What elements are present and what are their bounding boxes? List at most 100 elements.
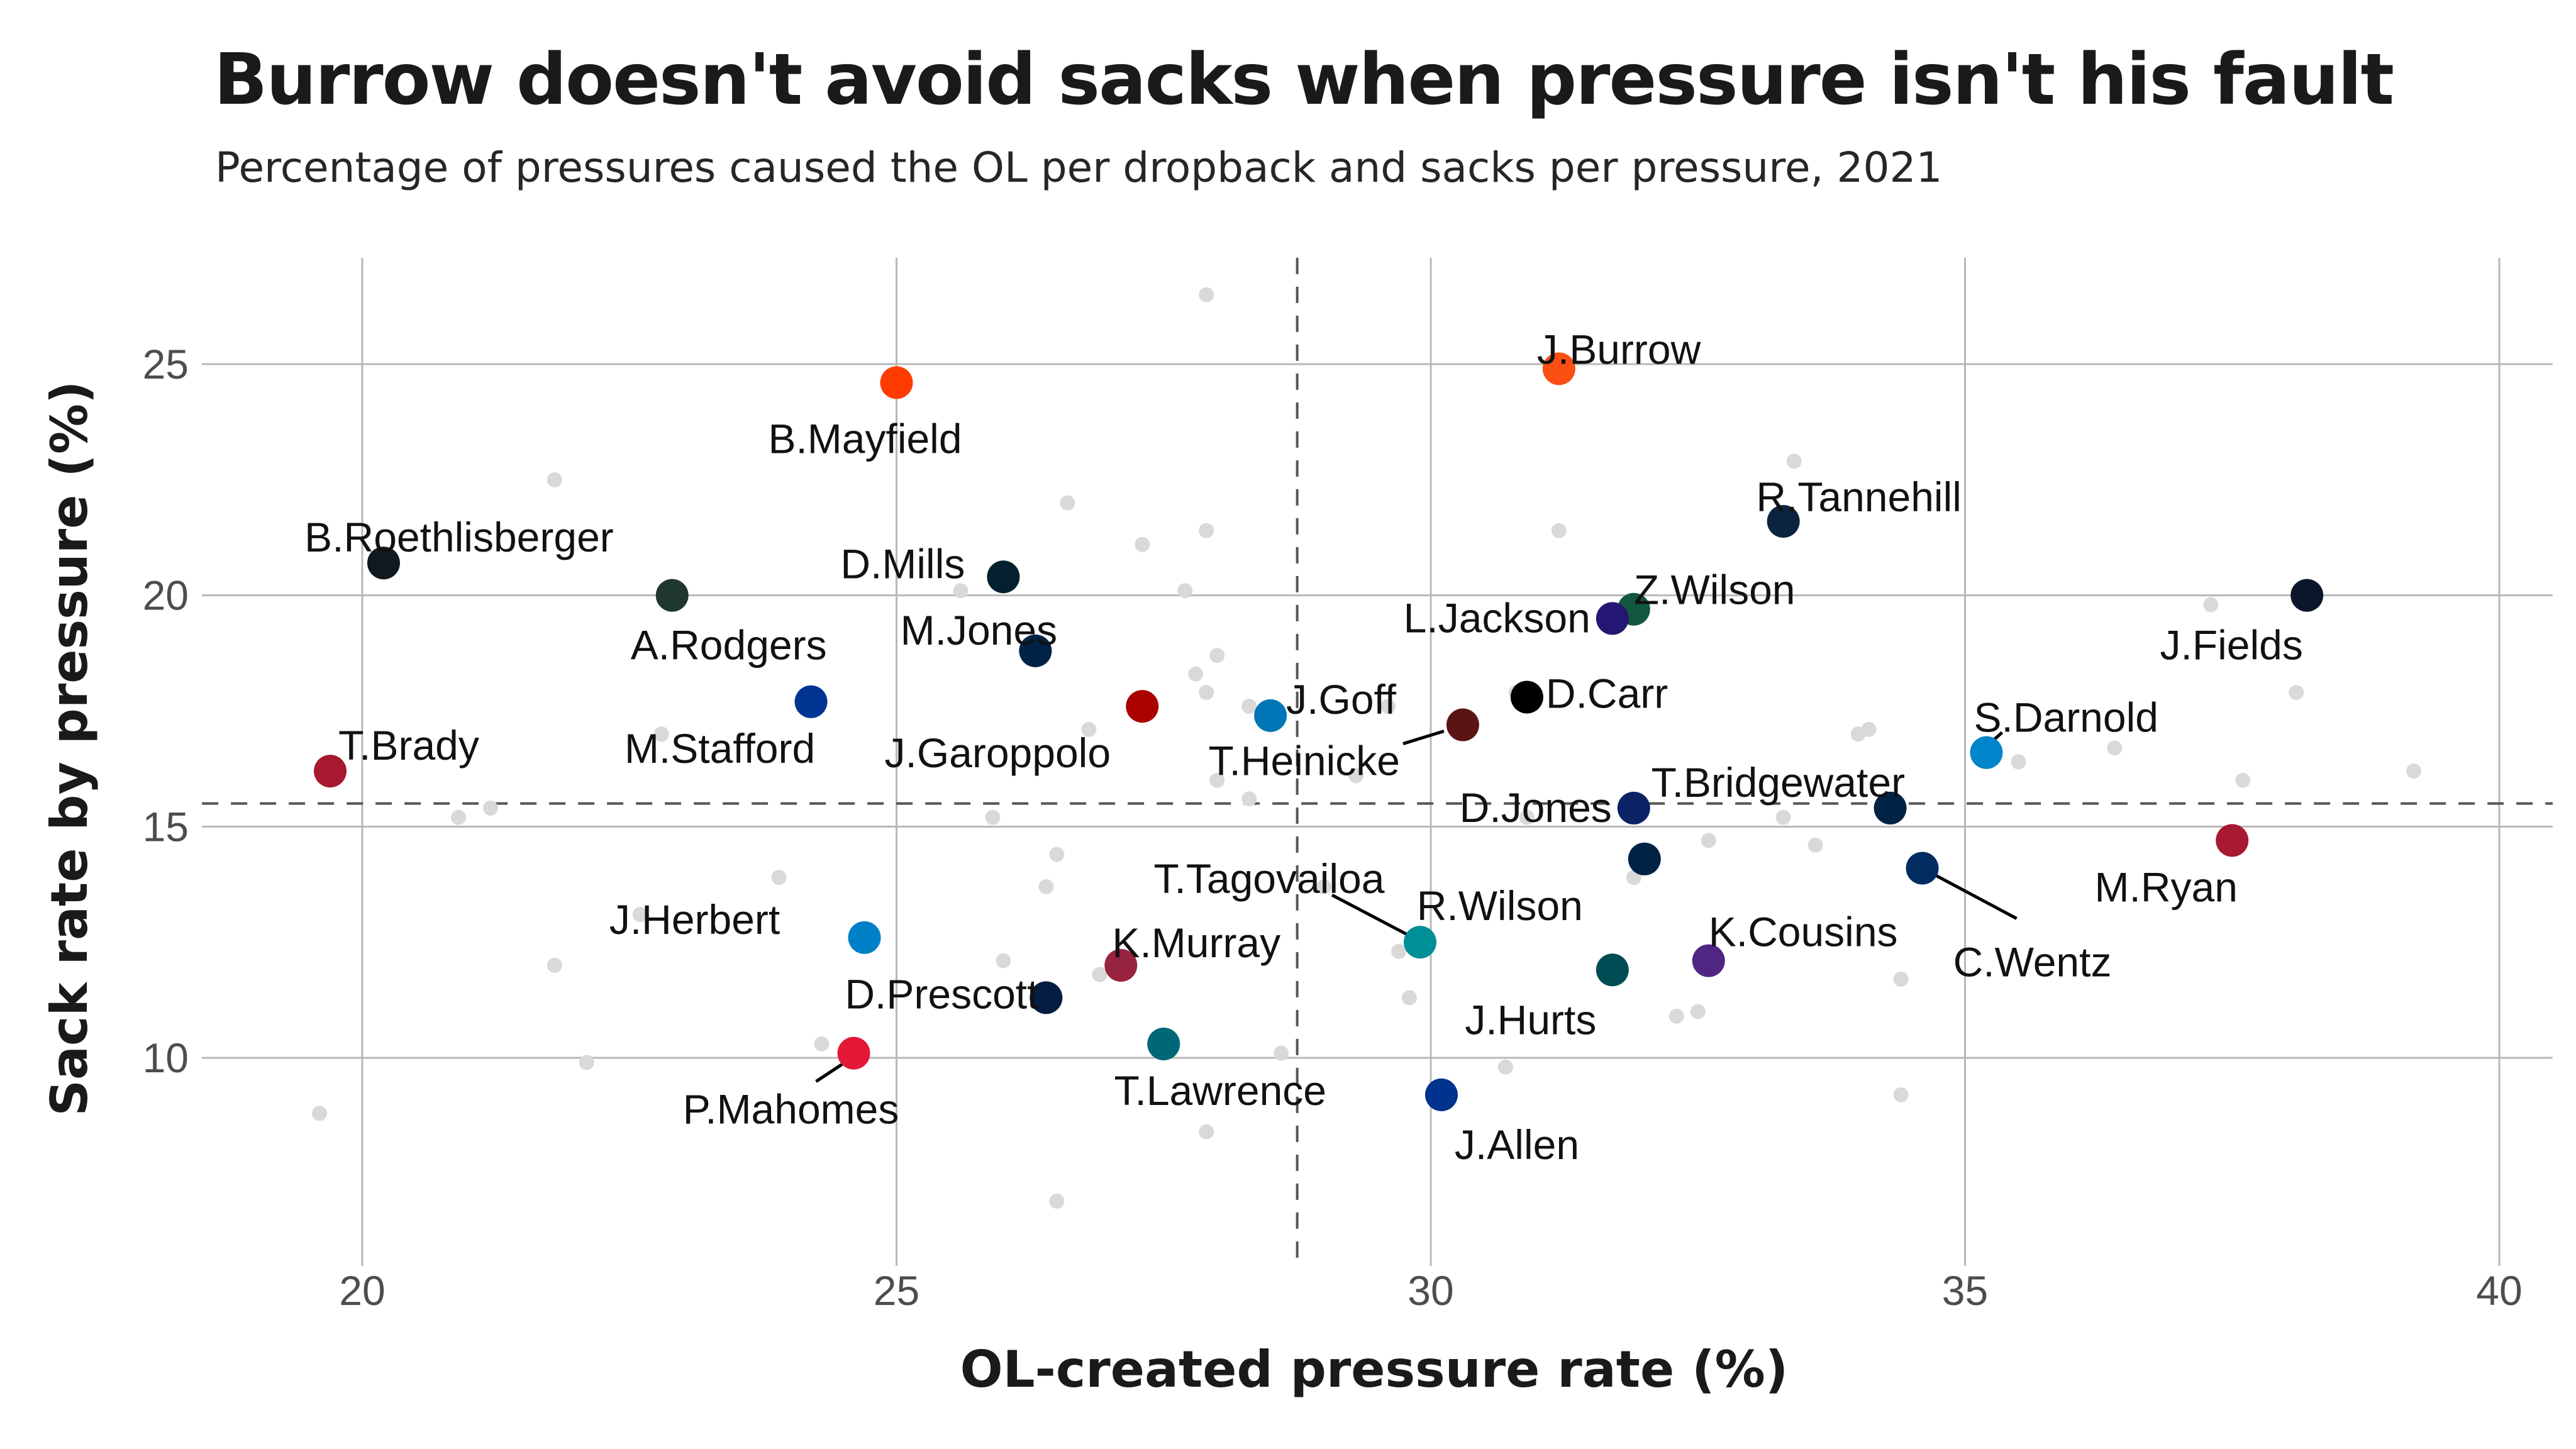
background-point	[1199, 685, 1214, 701]
background-point	[1316, 879, 1332, 894]
label-a-rodgers: A.Rodgers	[631, 622, 827, 669]
background-point	[1701, 833, 1716, 848]
x-axis-title: OL-created pressure rate (%)	[960, 1340, 1789, 1399]
leader-c-wentz	[1921, 867, 2018, 920]
x-tick-label: 40	[2476, 1267, 2522, 1314]
point-t-brady	[314, 755, 347, 788]
point-r-tannehill	[1767, 505, 1800, 538]
background-point	[1049, 1193, 1065, 1209]
labeled-points	[314, 352, 2324, 1111]
background-point	[2107, 740, 2123, 756]
label-j-allen: J.Allen	[1455, 1121, 1579, 1168]
point-b-mayfield	[880, 366, 913, 399]
leader-t-tagovailoa	[1331, 893, 1409, 936]
label-t-lawrence: T.Lawrence	[1114, 1067, 1326, 1114]
y-tick-label: 10	[143, 1035, 189, 1081]
background-point	[2011, 754, 2026, 770]
background-point	[1274, 1045, 1289, 1061]
label-m-stafford: M.Stafford	[625, 725, 815, 772]
point-t-heinicke	[1446, 708, 1479, 741]
label-j-hurts: J.Hurts	[1465, 996, 1596, 1043]
label-k-cousins: K.Cousins	[1709, 909, 1898, 955]
background-point	[1786, 453, 1802, 469]
point-j-herbert	[848, 921, 881, 954]
background-point	[579, 1055, 594, 1070]
label-j-fields: J.Fields	[2160, 622, 2302, 669]
background-point	[1199, 1124, 1214, 1140]
y-tick-label: 20	[143, 572, 189, 619]
background-point	[1241, 791, 1257, 807]
tick-labels: 20 25 30 35 40 10 15 20 25	[143, 341, 2523, 1314]
point-l-jackson	[1596, 602, 1629, 635]
x-tick-label: 30	[1407, 1267, 1453, 1314]
grid-lines	[202, 257, 2553, 1266]
background-point	[1775, 809, 1791, 825]
label-t-brady: T.Brady	[338, 722, 479, 769]
y-axis-title: Sack rate by pressure (%)	[40, 380, 99, 1116]
label-z-wilson: Z.Wilson	[1634, 567, 1796, 613]
label-t-bridgewater: T.Bridgewater	[1652, 759, 1906, 806]
point-d-jones	[1617, 791, 1650, 824]
point-j-burrow	[1542, 352, 1575, 386]
background-points	[312, 287, 2422, 1209]
label-j-herbert: J.Herbert	[609, 896, 780, 943]
point-j-garoppolo	[1126, 690, 1159, 723]
chart-title: Burrow doesn't avoid sacks when pressure…	[214, 39, 2394, 121]
background-point	[2406, 763, 2422, 779]
x-tick-label: 25	[874, 1267, 919, 1314]
background-point	[1092, 967, 1108, 982]
background-point	[1893, 971, 1909, 987]
point-p-mahomes	[837, 1036, 870, 1070]
background-point	[547, 472, 562, 487]
background-point	[1241, 699, 1257, 714]
label-j-burrow: J.Burrow	[1537, 326, 1701, 372]
point-d-prescott	[1030, 981, 1063, 1014]
background-point	[1199, 287, 1214, 303]
background-point	[482, 800, 498, 816]
point-r-wilson	[1628, 842, 1661, 875]
label-d-jones: D.Jones	[1460, 784, 1612, 831]
background-point	[1177, 583, 1193, 599]
background-point	[814, 1036, 830, 1052]
label-t-tagovailoa: T.Tagovailoa	[1154, 855, 1385, 902]
point-j-hurts	[1596, 953, 1629, 987]
background-point	[547, 957, 562, 973]
label-d-mills: D.Mills	[840, 540, 965, 587]
point-k-murray	[1104, 948, 1138, 982]
background-point	[1690, 1004, 1706, 1019]
point-c-wentz	[1906, 852, 1939, 885]
point-d-mills	[987, 560, 1020, 594]
background-point	[1551, 523, 1567, 538]
label-d-prescott: D.Prescott	[845, 970, 1038, 1017]
background-point	[1348, 768, 1364, 784]
reference-lines	[202, 257, 2553, 1266]
background-point	[1519, 809, 1535, 825]
background-point	[1380, 699, 1396, 714]
background-point	[2289, 685, 2304, 701]
label-m-ryan: M.Ryan	[2095, 863, 2238, 910]
label-b-roethlisberger: B.Roethlisberger	[304, 514, 614, 560]
background-point	[1391, 943, 1407, 959]
background-point	[1668, 1008, 1684, 1024]
label-r-wilson: R.Wilson	[1417, 882, 1583, 929]
background-point	[1199, 523, 1214, 538]
background-point	[2203, 597, 2219, 613]
background-point	[1209, 772, 1225, 788]
point-j-allen	[1424, 1078, 1458, 1111]
point-m-stafford	[794, 685, 828, 718]
background-point	[1038, 879, 1054, 894]
point-k-cousins	[1692, 944, 1725, 977]
background-point	[953, 583, 969, 599]
point-s-darnold	[1970, 736, 2003, 769]
background-point	[1135, 536, 1150, 552]
background-point	[450, 809, 466, 825]
background-point	[2235, 772, 2251, 788]
label-b-mayfield: B.Mayfield	[768, 415, 962, 462]
background-point	[1497, 1059, 1513, 1075]
x-tick-label: 35	[1942, 1267, 1988, 1314]
point-labels: J.Burrow B.Mayfield R.Tannehill B.Roethlisb…	[304, 326, 2303, 1167]
point-t-tagovailoa	[1404, 926, 1437, 959]
background-point	[1209, 648, 1225, 663]
point-j-goff	[1254, 699, 1287, 732]
